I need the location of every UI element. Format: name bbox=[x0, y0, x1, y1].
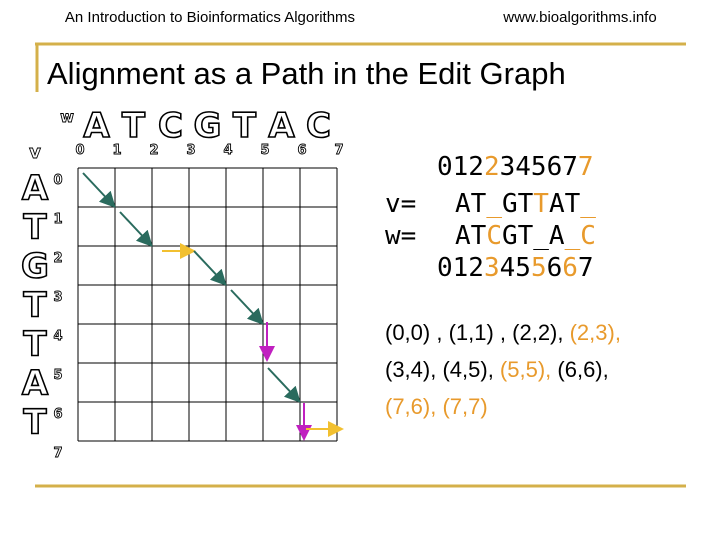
diagonal-arrow bbox=[193, 250, 227, 286]
text-segment: C bbox=[486, 221, 502, 251]
column-letter: A bbox=[83, 106, 110, 146]
text-segment: _ bbox=[580, 189, 596, 219]
column-index: 2 bbox=[149, 143, 158, 158]
slide-title: Alignment as a Path in the Edit Graph bbox=[47, 56, 566, 91]
row-index: 3 bbox=[53, 290, 62, 305]
text-segment: GT bbox=[502, 189, 534, 219]
text-segment: 012 bbox=[437, 253, 484, 283]
column-index: 1 bbox=[112, 143, 121, 158]
row-index: 1 bbox=[53, 212, 62, 227]
top-indices: 0122345677 bbox=[437, 152, 594, 182]
diagonal-arrow bbox=[267, 367, 301, 403]
text-segment: T bbox=[533, 189, 549, 219]
row-index: 0 bbox=[53, 173, 62, 188]
diagonal-arrow bbox=[230, 289, 264, 325]
w-label: w bbox=[60, 108, 74, 126]
text-segment: 2 bbox=[484, 152, 500, 182]
row-letter: T bbox=[23, 286, 47, 326]
row-letter: T bbox=[23, 403, 47, 443]
row-index: 6 bbox=[53, 407, 62, 422]
path-line: (0,0) , (1,1) , (2,2), (2,3), bbox=[385, 320, 621, 345]
row-letter: A bbox=[22, 364, 49, 404]
row-letter: T bbox=[23, 325, 47, 365]
text-segment: 34567 bbox=[500, 152, 578, 182]
text-segment: 6 bbox=[547, 253, 563, 283]
column-index: 4 bbox=[223, 143, 232, 158]
path-arrows bbox=[82, 172, 344, 441]
text-segment: _C bbox=[565, 221, 596, 251]
text-segment: 6 bbox=[562, 253, 578, 283]
bottom-indices: 0123455667 bbox=[437, 253, 594, 283]
row-letter: G bbox=[21, 247, 49, 287]
text-segment: 7 bbox=[578, 253, 594, 283]
text-segment: AT bbox=[455, 221, 487, 251]
text-segment: AT bbox=[455, 189, 487, 219]
column-letter: A bbox=[268, 106, 295, 146]
header-right: www.bioalgorithms.info bbox=[502, 9, 656, 26]
v-sequence: AT_GTTAT_ bbox=[455, 189, 596, 219]
text-segment: 5 bbox=[531, 253, 547, 283]
v-row-label: v= bbox=[385, 189, 416, 219]
column-index: 7 bbox=[334, 143, 343, 158]
column-letter: T bbox=[233, 106, 257, 146]
text-segment: (3,4), (4,5), bbox=[385, 357, 500, 382]
diagonal-arrow bbox=[82, 172, 116, 208]
row-letter: A bbox=[22, 169, 49, 209]
column-index: 0 bbox=[75, 143, 84, 158]
w-row-label: w= bbox=[385, 221, 416, 251]
column-letter: G bbox=[194, 106, 222, 146]
header-left: An Introduction to Bioinformatics Algori… bbox=[65, 9, 355, 26]
text-segment: (2,3), bbox=[570, 320, 621, 345]
row-index: 2 bbox=[53, 251, 62, 266]
w-sequence: ATCGT_A_C bbox=[455, 221, 596, 251]
column-index: 3 bbox=[186, 143, 195, 158]
text-segment: 45 bbox=[500, 253, 531, 283]
path-line: (3,4), (4,5), (5,5), (6,6), bbox=[385, 357, 609, 382]
row-index: 4 bbox=[53, 329, 62, 344]
text-segment: (7,6), (7,7) bbox=[385, 394, 488, 419]
column-index: 5 bbox=[260, 143, 269, 158]
text-segment: GT_A bbox=[502, 221, 565, 251]
path-line: (7,6), (7,7) bbox=[385, 394, 488, 419]
text-segment: 012 bbox=[437, 152, 484, 182]
text-segment: _ bbox=[486, 189, 502, 219]
row-index: 7 bbox=[53, 446, 62, 461]
text-segment: (6,6), bbox=[551, 357, 608, 382]
text-segment: AT bbox=[549, 189, 581, 219]
column-letter: C bbox=[158, 106, 183, 146]
diagonal-arrow bbox=[119, 211, 153, 247]
text-segment: (0,0) , (1,1) , (2,2), bbox=[385, 320, 570, 345]
text-segment: 3 bbox=[484, 253, 500, 283]
v-label: v bbox=[29, 142, 41, 163]
column-letter: C bbox=[306, 106, 331, 146]
column-index: 6 bbox=[297, 143, 306, 158]
column-letter: T bbox=[122, 106, 146, 146]
row-index: 5 bbox=[53, 368, 62, 383]
row-letter: T bbox=[23, 208, 47, 248]
text-segment: 7 bbox=[578, 152, 594, 182]
text-segment: (5,5), bbox=[500, 357, 551, 382]
